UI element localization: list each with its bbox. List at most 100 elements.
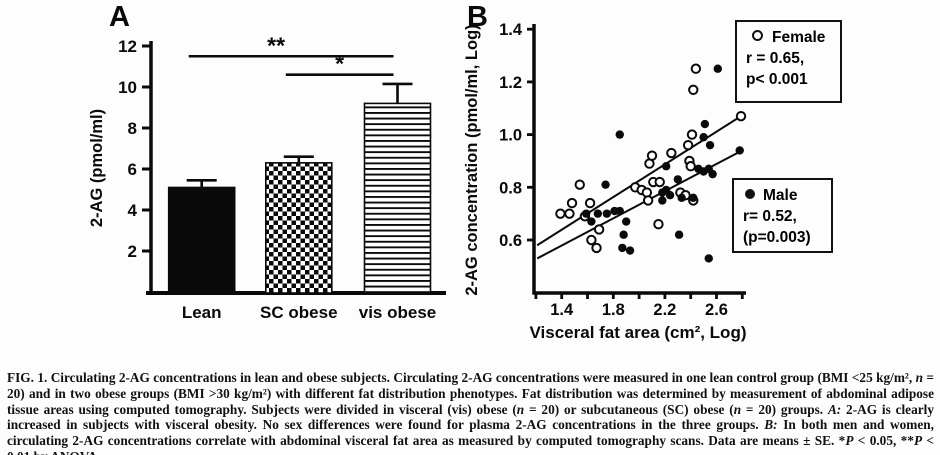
x-tick-label: 1.8: [602, 301, 625, 319]
category-label: SC obese: [260, 303, 337, 322]
scatter-point-male: [699, 133, 708, 142]
y-tick-label: 12: [118, 37, 137, 56]
y-tick-label: 1.4: [499, 21, 523, 39]
scatter-point-male: [713, 64, 722, 73]
x-axis-label: Visceral fat area (cm², Log): [530, 323, 747, 342]
y-tick-label: 1.2: [499, 74, 522, 92]
significance-stars: **: [267, 32, 285, 58]
legend-female-r-value: r = 0.65,: [746, 50, 805, 67]
scatter-point-female: [654, 176, 665, 188]
scatter-point-female: [642, 195, 654, 206]
scatter-point-female: [586, 234, 597, 246]
caption-text-run: = 20) groups.: [741, 401, 828, 417]
regression-line-female: [536, 115, 742, 247]
caption-italic-run: n: [733, 401, 742, 417]
y-tick-label: 0.6: [499, 232, 522, 250]
bar-vis-obese: [363, 102, 432, 294]
legend-female: Female r = 0.65, p< 0.001: [735, 20, 842, 103]
scatter-point-male: [735, 146, 744, 155]
caption-text-run: FIG. 1. Circulating 2-AG concentrations …: [7, 370, 916, 386]
scatter-point-male: [689, 193, 698, 203]
scatter-point-female: [666, 147, 677, 159]
scatter-point-male: [705, 140, 715, 150]
panel-a-letter: A: [109, 1, 130, 33]
scatter-point-male: [677, 193, 686, 203]
y-tick-label: 1.0: [499, 127, 522, 145]
panel-a-bar-chart: 2 4 6 8 10 12 2-AG (pmol/ml) Lean SC obese vis ob…: [80, 0, 465, 355]
significance-stars: *: [335, 51, 344, 77]
caption-italic-run: A:: [827, 401, 842, 417]
scatter-point-male: [700, 119, 710, 129]
caption-italic-run: P: [913, 433, 923, 449]
scatter-point-female: [574, 179, 585, 190]
x-tick-label: 2.6: [705, 301, 728, 319]
scatter-point-female: [735, 110, 747, 122]
legend-male-name: Male: [763, 187, 798, 204]
female-open-circle-marker-icon: [752, 30, 763, 41]
scatter-point-female: [685, 161, 696, 172]
panel-b-letter: B: [467, 1, 488, 33]
y-tick-label: 4: [128, 201, 138, 220]
scatter-point-male: [602, 209, 612, 218]
y-tick-label: 10: [118, 78, 137, 97]
legend-male-r-value: r= 0.52,: [743, 208, 797, 225]
x-tick-label: 2.2: [653, 301, 676, 319]
scatter-point-male: [618, 243, 627, 253]
y-axis-label: 2-AG (pmol/ml): [88, 109, 106, 227]
scatter-point-male: [619, 230, 628, 239]
scatter-point-male: [625, 246, 635, 255]
caption-text-run: = 20) or subcutaneous (SC) obese (: [524, 401, 734, 417]
y-tick-label: 0.8: [499, 179, 522, 197]
scatter-point-male: [601, 180, 610, 189]
caption-text-run: In both men and women, circulating 2-AG …: [7, 417, 934, 449]
scatter-point-male: [615, 130, 624, 139]
scatter-point-female: [686, 129, 698, 140]
figure-caption: FIG. 1. Circulating 2-AG concentrations …: [7, 370, 934, 455]
caption-italic-run: P: [845, 433, 854, 449]
y-tick-label: 6: [128, 160, 137, 179]
legend-female-name: Female: [772, 29, 826, 46]
scatter-point-male: [665, 191, 675, 200]
scatter-point-male: [673, 175, 682, 184]
scatter-point-male: [658, 196, 667, 205]
y-tick-label: 2: [128, 242, 137, 261]
scatter-point-female: [566, 197, 578, 209]
caption-text-run: 2-AG is clearly increased in subjects wi…: [7, 401, 934, 433]
scatter-point-male: [622, 217, 631, 226]
scatter-point-male: [582, 209, 591, 218]
male-filled-circle-marker-icon: [745, 189, 755, 199]
scatter-point-female: [653, 218, 664, 230]
legend-male-p-value: (p=0.003): [743, 229, 811, 246]
scatter-point-male: [708, 169, 717, 179]
scatter-point-female: [646, 150, 658, 161]
scatter-point-female: [564, 208, 575, 219]
y-axis-label: 2-AG concentration (pmol/ml, Log): [463, 24, 481, 295]
caption-text-run: < 0.05, **: [853, 433, 914, 449]
caption-italic-run: B:: [764, 417, 778, 433]
legend-male: Male r= 0.52, (p=0.003): [732, 178, 833, 253]
category-label: Lean: [182, 303, 222, 322]
x-tick-label: 1.4: [550, 301, 574, 319]
bar-sc-obese: [265, 162, 333, 294]
scatter-point-female: [688, 84, 699, 96]
scatter-point-male: [593, 209, 603, 218]
y-tick-label: 8: [128, 119, 137, 138]
scatter-point-female: [682, 139, 694, 151]
scatter-point-male: [661, 162, 671, 171]
caption-italic-run: n: [516, 401, 525, 417]
caption-text-run: = 20) and in two obese groups (BMI >30 k…: [7, 370, 934, 417]
caption-italic-run: n: [915, 370, 924, 386]
legend-female-p-value: p< 0.001: [746, 71, 808, 88]
scatter-plot-canvas: 1.4 1.8 2.2 2.6 0.6 0.8 1.0 1.2 1.4 2-AG concentr…: [463, 21, 747, 342]
bar-chart-canvas: 2 4 6 8 10 12 2-AG (pmol/ml) Lean SC obese vis ob…: [88, 32, 446, 322]
scatter-point-male: [704, 254, 713, 263]
scatter-point-female: [591, 242, 602, 254]
scatter-point-male: [674, 230, 684, 239]
scatter-point-female: [555, 208, 566, 219]
panel-b-scatter-plot: 1.4 1.8 2.2 2.6 0.6 0.8 1.0 1.2 1.4 2-AG concentr…: [460, 0, 940, 355]
category-label: vis obese: [359, 303, 437, 322]
scatter-point-female: [690, 63, 702, 74]
scatter-point-female: [584, 197, 596, 209]
bar-lean: [167, 186, 236, 294]
